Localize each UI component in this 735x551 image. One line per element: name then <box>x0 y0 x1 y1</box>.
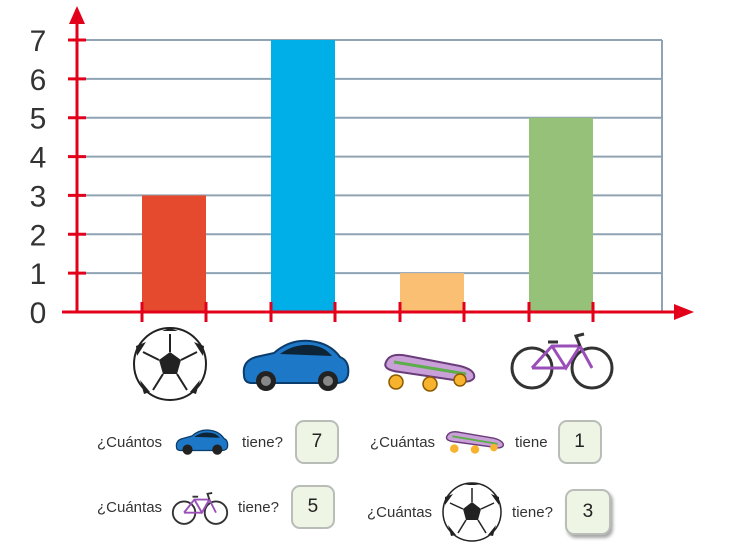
bars <box>142 40 593 312</box>
bar-car <box>271 40 335 312</box>
bar-soccer-ball <box>142 195 206 312</box>
question-skateboard: ¿Cuántas tiene 1 <box>370 420 602 464</box>
y-tick-label: 3 <box>30 180 47 213</box>
question-suffix: tiene? <box>512 503 553 521</box>
bar-bicycle <box>529 117 593 312</box>
answer-value: 7 <box>311 431 323 452</box>
skateboard-icon <box>384 353 476 392</box>
y-tick-label: 5 <box>30 103 47 136</box>
bar-chart: 0 1 2 3 4 5 6 7 <box>30 6 694 401</box>
bicycle-icon <box>171 492 229 525</box>
y-axis-arrow <box>69 6 85 24</box>
question-suffix: tiene <box>515 433 548 451</box>
question-prefix: ¿Cuántas <box>367 503 433 521</box>
axes <box>62 6 694 320</box>
x-tick-marks <box>140 302 595 322</box>
answer-box[interactable]: 3 <box>564 489 611 535</box>
question-suffix: tiene? <box>238 498 279 516</box>
soccer-ball-icon <box>442 482 502 542</box>
answer-box[interactable]: 7 <box>294 420 339 464</box>
question-car: ¿Cuántos tiene? 7 <box>97 420 339 464</box>
bicycle-icon <box>510 332 614 390</box>
answer-box[interactable]: 1 <box>557 420 602 464</box>
skateboard-icon <box>445 431 505 454</box>
y-tick-label: 4 <box>30 142 47 175</box>
y-tick-label: 7 <box>30 25 47 58</box>
question-prefix: ¿Cuántos <box>97 433 163 451</box>
bar-skateboard <box>400 273 464 312</box>
car-icon <box>242 339 350 391</box>
y-tick-label: 0 <box>30 297 47 330</box>
y-tick-label: 2 <box>30 219 47 252</box>
answer-value: 5 <box>307 496 319 517</box>
car-icon <box>175 429 229 455</box>
question-suffix: tiene? <box>242 433 283 451</box>
question-prefix: ¿Cuántas <box>370 433 436 451</box>
answer-box[interactable]: 5 <box>290 485 335 529</box>
soccer-ball-icon <box>133 327 207 401</box>
question-bicycle: ¿Cuántas tiene? 5 <box>97 485 335 529</box>
y-tick-labels: 0 1 2 3 4 5 6 7 <box>30 25 86 330</box>
question-prefix: ¿Cuántas <box>97 498 163 516</box>
answer-value: 1 <box>574 431 585 452</box>
answer-value: 3 <box>582 501 594 522</box>
y-tick-label: 1 <box>30 258 47 291</box>
x-axis-arrow <box>674 304 694 320</box>
y-tick-label: 6 <box>30 64 47 97</box>
question-ball: ¿Cuántas tiene? 3 <box>367 480 611 544</box>
